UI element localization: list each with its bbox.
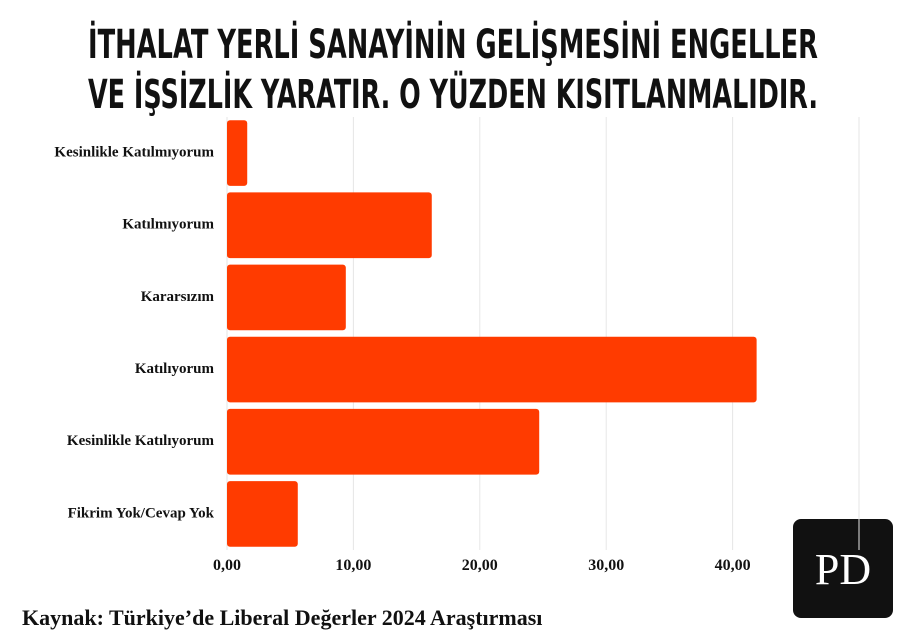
y-tick-label: Kesinlikle Katılıyorum bbox=[67, 433, 215, 449]
x-tick-label: 0,00 bbox=[213, 557, 241, 574]
x-tick-label: 10,00 bbox=[335, 557, 371, 574]
bar bbox=[227, 408, 540, 475]
y-tick-label: Katılmıyorum bbox=[122, 217, 214, 233]
y-tick-label: Kararsızım bbox=[141, 289, 215, 305]
y-tick-label: Fikrim Yok/Cevap Yok bbox=[68, 505, 215, 521]
bar bbox=[227, 120, 248, 186]
y-tick-label: Kesinlikle Katılmıyorum bbox=[54, 145, 214, 161]
chart-title: VE İŞSİZLİK YARATIR. O YÜZDEN KISITLANMA… bbox=[88, 70, 818, 118]
bar bbox=[227, 192, 432, 259]
logo-box bbox=[793, 519, 893, 618]
x-tick-label: 40,00 bbox=[715, 557, 751, 574]
x-tick-label: 30,00 bbox=[588, 557, 624, 574]
x-tick-label: 20,00 bbox=[462, 557, 498, 574]
bar bbox=[227, 336, 757, 403]
logo: PD bbox=[793, 519, 893, 618]
source: Kaynak: Türkiye’de Liberal Değerler 2024… bbox=[22, 605, 542, 630]
bar bbox=[227, 481, 298, 547]
bar bbox=[227, 264, 346, 331]
chart-title: İTHALAT YERLİ SANAYİNİN GELİŞMESİNİ ENGE… bbox=[88, 20, 818, 68]
logo-text: PD bbox=[815, 545, 871, 594]
y-tick-label: Katılıyorum bbox=[135, 361, 215, 377]
